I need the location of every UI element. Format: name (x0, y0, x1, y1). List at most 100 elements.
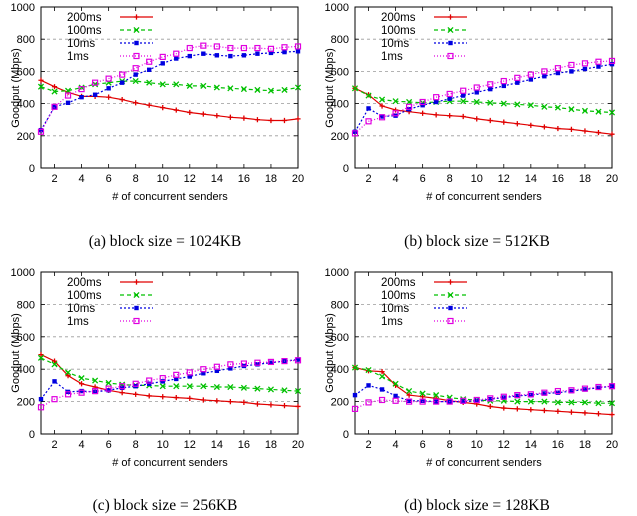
y-tick-label-a-800: 800 (17, 34, 35, 46)
x-tick-label-c-14: 14 (211, 439, 223, 451)
data-point-a-10ms-11 (174, 56, 179, 61)
data-point-b-100ms-17 (568, 106, 575, 113)
series-line-b-10ms (354, 63, 613, 133)
data-point-a-200ms-16 (241, 115, 247, 121)
data-point-c-100ms-19 (281, 387, 288, 394)
data-point-c-10ms-6 (106, 388, 111, 393)
data-point-d-1ms-1 (351, 405, 359, 412)
x-axis-label-d: # of concurrent senders (426, 457, 542, 469)
x-tick-label-c-10: 10 (157, 439, 169, 451)
data-point-d-1ms-14 (527, 391, 534, 398)
data-point-b-200ms-8 (447, 113, 453, 119)
data-point-b-10ms-2 (366, 106, 371, 111)
data-point-a-1ms-8 (132, 65, 139, 72)
legend-label-a-1ms: 1ms (67, 51, 89, 63)
data-point-c-10ms-17 (255, 362, 260, 367)
x-tick-label-b-12: 12 (498, 173, 510, 185)
data-point-a-100ms-15 (227, 85, 234, 92)
data-point-a-10ms-16 (241, 53, 247, 58)
data-point-c-100ms-4 (78, 375, 85, 382)
y-tick-label-c-600: 600 (17, 332, 35, 344)
data-point-b-100ms-2 (365, 92, 372, 99)
data-point-d-200ms-5 (406, 392, 412, 398)
data-point-c-100ms-15 (227, 383, 234, 391)
data-point-b-10ms-11 (488, 86, 493, 92)
data-point-a-1ms-6 (105, 75, 112, 82)
data-point-c-10ms-10 (160, 379, 165, 384)
data-point-d-100ms-17 (568, 399, 575, 406)
data-point-b-10ms-13 (515, 80, 520, 85)
data-point-d-10ms-15 (542, 391, 547, 396)
data-point-d-1ms-10 (473, 396, 480, 404)
legend-label-d-10ms: 10ms (381, 303, 409, 315)
data-point-d-1ms-8 (446, 398, 453, 405)
data-point-c-10ms-4 (79, 388, 84, 394)
data-point-d-1ms-11 (487, 395, 494, 402)
data-point-d-10ms-20 (609, 384, 615, 389)
data-point-a-1ms-4 (78, 86, 85, 93)
data-point-b-1ms-18 (581, 60, 589, 67)
y-tick-label-a-400: 400 (17, 99, 35, 111)
legend-label-a-200ms: 200ms (67, 12, 102, 24)
data-point-a-200ms-18 (268, 117, 274, 124)
data-point-d-1ms-5 (406, 398, 413, 405)
legend-marker-c-200ms (133, 279, 140, 285)
data-point-c-200ms-7 (119, 390, 125, 396)
data-point-d-100ms-2 (365, 366, 372, 374)
data-point-a-100ms-18 (267, 87, 275, 94)
data-point-b-200ms-16 (555, 125, 561, 132)
y-tick-label-b-0: 0 (343, 163, 349, 175)
x-tick-label-c-6: 6 (106, 439, 112, 451)
data-point-b-200ms-19 (595, 129, 602, 136)
data-point-c-200ms-9 (146, 393, 152, 399)
data-point-c-100ms-2 (51, 361, 58, 368)
data-point-d-100ms-5 (406, 388, 413, 395)
data-point-d-100ms-4 (392, 380, 399, 387)
data-point-a-100ms-1 (37, 83, 45, 90)
data-point-a-100ms-2 (51, 88, 58, 95)
x-tick-label-d-4: 4 (393, 439, 399, 451)
chart-panel-b: (b) block size = 512KB Goodput (Mbps) # … (324, 2, 618, 250)
x-tick-label-c-16: 16 (238, 439, 250, 451)
data-point-c-10ms-12 (187, 374, 192, 379)
y-axis-label-d: Goodput (Mbps) (324, 313, 336, 392)
data-point-b-200ms-7 (433, 112, 439, 118)
legend-label-d-1ms: 1ms (381, 316, 403, 328)
data-point-b-200ms-9 (460, 113, 466, 120)
chart-panel-c: (c) block size = 256KB Goodput (Mbps) # … (10, 267, 304, 514)
y-tick-label-c-800: 800 (17, 299, 35, 311)
y-tick-label-a-600: 600 (17, 66, 35, 78)
data-point-a-200ms-10 (160, 105, 166, 111)
data-point-d-100ms-3 (378, 373, 386, 380)
data-point-b-1ms-3 (378, 114, 386, 121)
legend-marker-c-10ms (134, 305, 139, 311)
x-tick-label-a-8: 8 (133, 173, 139, 185)
data-point-a-10ms-8 (133, 72, 138, 77)
data-point-c-200ms-19 (281, 403, 288, 409)
data-point-c-1ms-6 (105, 385, 112, 392)
y-tick-label-b-400: 400 (331, 99, 349, 111)
data-point-a-100ms-12 (186, 82, 193, 89)
data-point-c-200ms-13 (200, 397, 206, 403)
data-point-b-1ms-13 (514, 74, 521, 81)
x-tick-label-b-6: 6 (420, 173, 426, 185)
data-point-a-1ms-9 (146, 58, 153, 65)
legend-marker-a-100ms (133, 26, 140, 34)
series-line-c-100ms (40, 357, 299, 392)
data-point-a-1ms-11 (173, 50, 180, 57)
data-point-d-10ms-13 (515, 393, 520, 399)
data-point-b-1ms-17 (568, 61, 575, 69)
data-point-a-1ms-10 (159, 53, 166, 61)
legend-marker-b-1ms (447, 52, 454, 60)
data-point-c-100ms-6 (105, 379, 112, 387)
data-point-c-100ms-1 (37, 354, 45, 361)
data-point-d-10ms-3 (379, 387, 385, 392)
data-point-a-10ms-15 (228, 53, 233, 59)
data-point-b-10ms-14 (528, 77, 534, 82)
data-point-b-200ms-3 (379, 103, 385, 109)
data-point-b-100ms-10 (473, 98, 480, 106)
data-point-b-100ms-9 (460, 98, 467, 105)
data-point-a-10ms-12 (187, 53, 192, 59)
data-point-b-200ms-11 (487, 117, 493, 124)
